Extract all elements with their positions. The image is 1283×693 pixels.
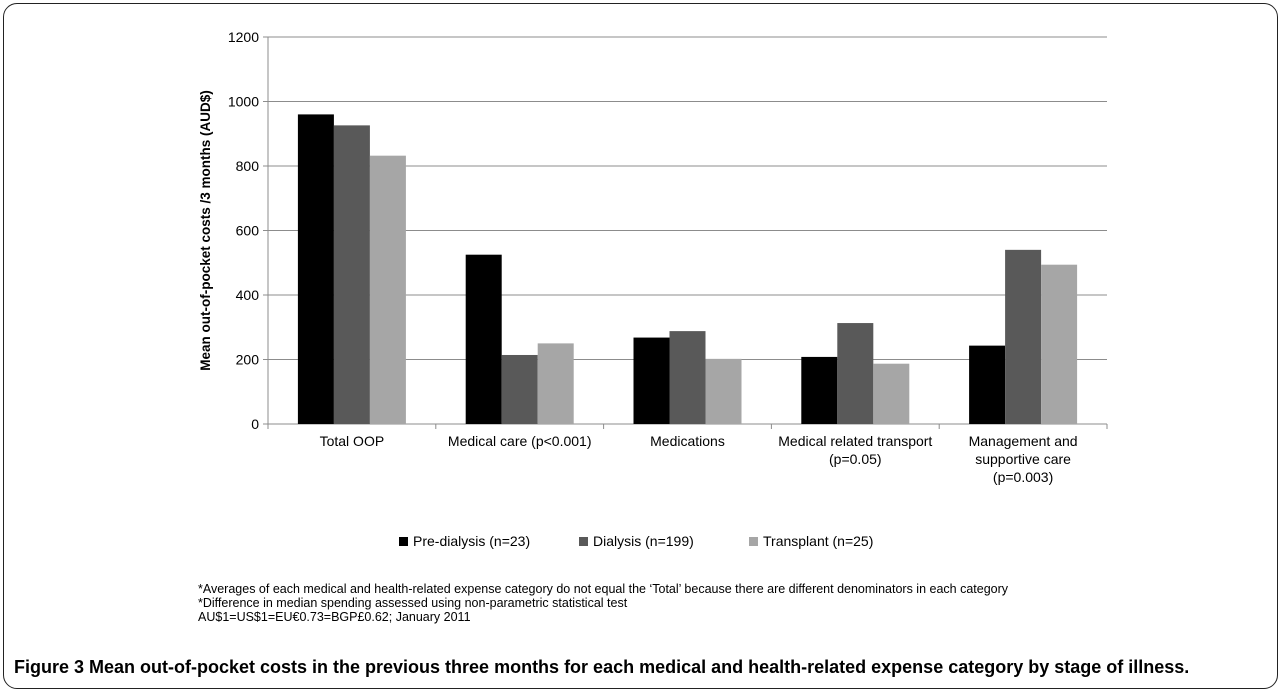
figure-caption: Figure 3 Mean out-of-pocket costs in the… — [14, 656, 1276, 678]
bar — [297, 114, 334, 425]
y-tick-label: 0 — [251, 416, 259, 432]
legend-label: Dialysis (n=199) — [593, 533, 694, 549]
x-tick-label: (p=0.05) — [829, 451, 882, 467]
x-tick-label: Management and — [969, 433, 1078, 449]
bar — [369, 155, 406, 424]
bar — [705, 358, 742, 424]
y-tick-label: 800 — [236, 158, 260, 174]
footnote-1: *Averages of each medical and health-rel… — [198, 582, 1009, 596]
footnotes: *Averages of each medical and health-rel… — [198, 582, 1118, 624]
x-tick-label: Medications — [650, 433, 725, 449]
x-tick-label: Medical related transport — [778, 433, 932, 449]
caption-text: Mean out-of-pocket costs in the previous… — [84, 657, 1190, 677]
bar — [873, 363, 910, 424]
y-tick-label: 1200 — [228, 29, 259, 45]
legend-label: Pre-dialysis (n=23) — [413, 533, 530, 549]
bar — [837, 323, 874, 424]
x-tick-label: Total OOP — [320, 433, 385, 449]
x-tick-label: (p=0.003) — [993, 469, 1053, 485]
bar — [1005, 249, 1042, 424]
legend-swatch — [579, 537, 588, 546]
bar — [333, 125, 370, 425]
legend-swatch — [749, 537, 758, 546]
legend-swatch — [399, 537, 408, 546]
y-tick-label: 600 — [236, 223, 260, 239]
bar-chart: 0 200 400 600 800 1000 1200 Mean out-of-pocket … — [198, 29, 1108, 549]
x-tick-label: Medical care (p<0.001) — [448, 433, 592, 449]
legend-label: Transplant (n=25) — [763, 533, 873, 549]
y-tick-label: 200 — [236, 352, 260, 368]
caption-label: Figure 3 — [14, 657, 85, 677]
y-tick-label: 400 — [236, 287, 260, 303]
bar — [969, 345, 1006, 424]
bar — [801, 356, 838, 424]
x-tick-label: supportive care — [975, 451, 1071, 467]
bar — [633, 337, 670, 424]
bar — [1041, 264, 1078, 424]
bar — [465, 254, 502, 424]
bar — [537, 343, 574, 424]
bar — [501, 354, 538, 424]
footnote-3: AU$1=US$1=EU€0.73=BGP£0.62; January 2011 — [198, 610, 471, 624]
footnote-2: *Difference in median spending assessed … — [198, 596, 628, 610]
y-axis-label: Mean out-of-pocket costs /3 months (AUD$… — [198, 90, 213, 371]
bar — [669, 331, 706, 424]
y-tick-label: 1000 — [228, 94, 259, 110]
